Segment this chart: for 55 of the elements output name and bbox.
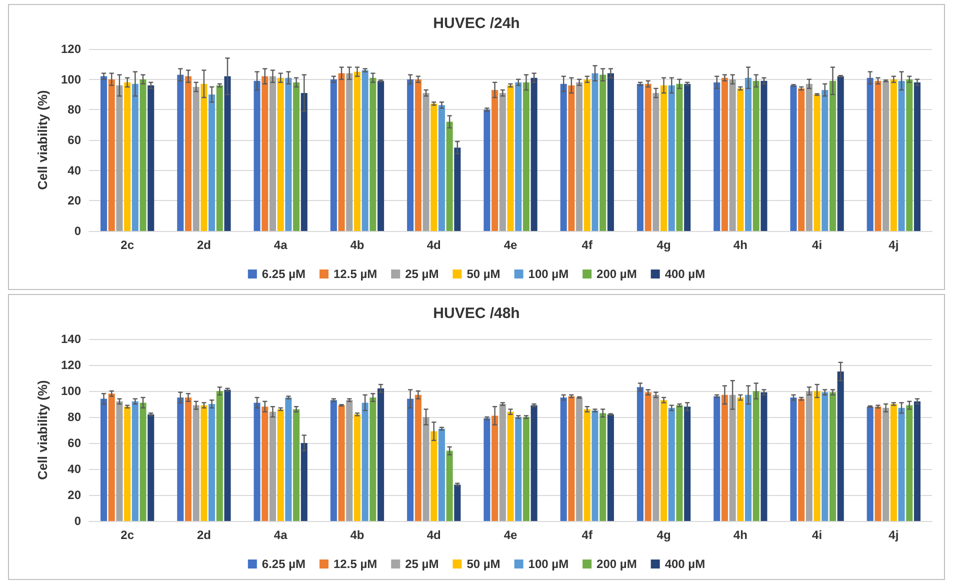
legend-label: 50 µM bbox=[466, 267, 500, 281]
legend-label: 6.25 µM bbox=[262, 557, 306, 571]
y-tick-label: 60 bbox=[68, 133, 82, 147]
legend-label: 50 µM bbox=[466, 557, 500, 571]
x-tick-label: 4f bbox=[582, 238, 594, 252]
x-tick-label: 4i bbox=[812, 238, 822, 252]
x-tick-label: 4g bbox=[656, 238, 671, 252]
legend-label: 200 µM bbox=[596, 557, 637, 571]
x-tick-label: 4e bbox=[504, 238, 518, 252]
y-axis-title: Cell viability (%) bbox=[35, 380, 50, 480]
legend-label: 12.5 µM bbox=[334, 557, 378, 571]
y-tick-label: 80 bbox=[68, 410, 82, 424]
x-tick-label: 4b bbox=[350, 528, 364, 542]
x-tick-label: 4h bbox=[733, 238, 748, 252]
y-tick-label: 40 bbox=[68, 163, 82, 178]
legend-label: 400 µM bbox=[664, 267, 706, 281]
chart-title: HUVEC /24h bbox=[433, 15, 520, 32]
y-tick-label: 140 bbox=[60, 332, 82, 346]
x-tick-label: 4e bbox=[504, 528, 518, 542]
legend-label: 6.25 µM bbox=[262, 267, 306, 281]
legend-label: 400 µM bbox=[664, 557, 706, 571]
legend-label: 100 µM bbox=[528, 267, 569, 281]
y-tick-label: 20 bbox=[68, 488, 82, 502]
y-tick-label: 60 bbox=[68, 436, 82, 450]
y-tick-label: 0 bbox=[74, 514, 82, 528]
x-tick-label: 4j bbox=[888, 238, 899, 252]
x-tick-label: 4d bbox=[426, 238, 441, 252]
legend-label: 25 µM bbox=[405, 557, 439, 571]
y-tick-label: 120 bbox=[60, 42, 82, 56]
y-tick-label: 0 bbox=[74, 224, 82, 238]
y-tick-label: 100 bbox=[60, 72, 82, 86]
y-tick-label: 100 bbox=[60, 384, 82, 398]
x-tick-label: 4g bbox=[656, 528, 671, 542]
legend-label: 100 µM bbox=[528, 557, 569, 571]
x-tick-label: 4f bbox=[582, 528, 594, 542]
y-tick-label: 80 bbox=[68, 102, 82, 117]
x-tick-label: 2c bbox=[120, 528, 134, 542]
y-tick-label: 120 bbox=[60, 358, 82, 372]
x-tick-label: 2d bbox=[196, 238, 211, 252]
y-tick-label: 20 bbox=[68, 194, 82, 208]
y-tick-label: 40 bbox=[68, 462, 82, 476]
legend-label: 200 µM bbox=[596, 267, 637, 281]
x-tick-label: 4a bbox=[274, 528, 288, 542]
legend-label: 12.5 µM bbox=[334, 267, 378, 281]
x-tick-label: 2c bbox=[120, 238, 134, 252]
legend-label: 25 µM bbox=[405, 267, 439, 281]
x-tick-label: 4a bbox=[274, 238, 288, 252]
x-tick-label: 4d bbox=[426, 528, 441, 542]
x-tick-label: 4h bbox=[733, 528, 748, 542]
x-tick-label: 4j bbox=[888, 528, 899, 542]
x-tick-label: 4b bbox=[350, 238, 364, 252]
x-tick-label: 2d bbox=[196, 528, 211, 542]
chart-title: HUVEC /48h bbox=[433, 305, 520, 322]
x-tick-label: 4i bbox=[812, 528, 822, 542]
y-axis-title: Cell viability (%) bbox=[35, 90, 50, 190]
